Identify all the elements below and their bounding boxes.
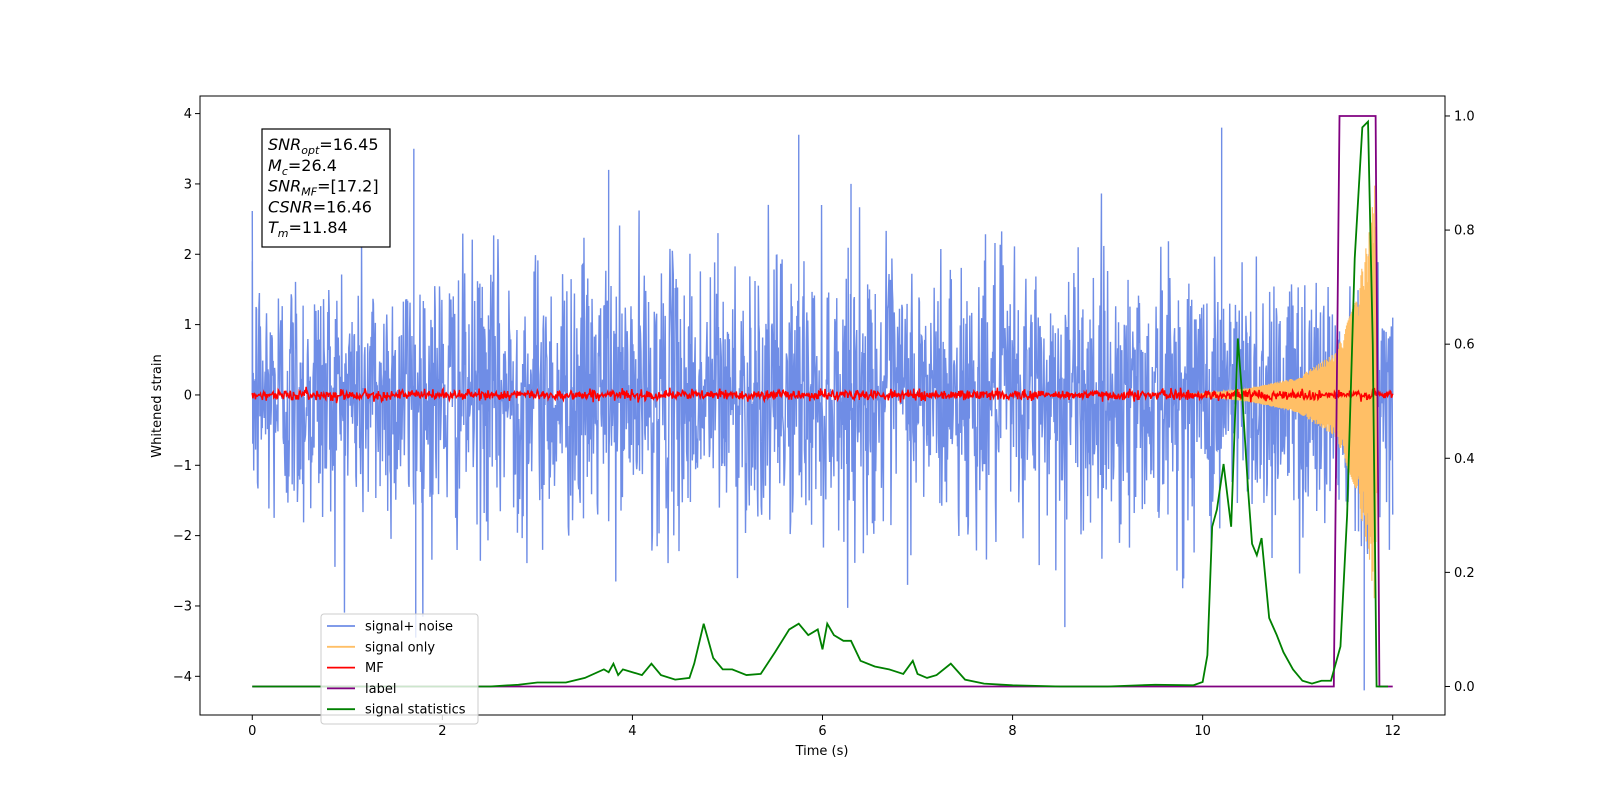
- x-axis-label: Time (s): [795, 744, 849, 759]
- series-signal-statistics-line: [252, 119, 1388, 688]
- legend-label: signal only: [365, 640, 435, 655]
- legend-label: MF: [365, 661, 384, 676]
- legend-frame: [320, 613, 479, 725]
- annotation-lines: SNRopt=16.45Mc=26.4SNRMF=[17.2]CSNR=16.4…: [268, 135, 379, 240]
- series-mf-line: [251, 386, 1394, 404]
- y2-tick-label: 0.8: [1454, 224, 1475, 239]
- y-tick-label: −3: [173, 599, 192, 614]
- x-tick-label: 8: [1008, 724, 1016, 739]
- legend-items: signal+ noise signal only MF label signal st…: [327, 620, 466, 718]
- legend-label: label: [365, 682, 396, 697]
- y2-tick-label: 0.0: [1454, 680, 1475, 695]
- annotation-line: Tm=11.84: [268, 218, 348, 240]
- y2-tick-label: 0.2: [1454, 566, 1475, 581]
- annotation-box: SNRopt=16.45Mc=26.4SNRMF=[17.2]CSNR=16.4…: [261, 128, 391, 248]
- legend-label: signal statistics: [365, 703, 466, 718]
- y-tick-label: −1: [173, 459, 192, 474]
- legend-label: signal+ noise: [365, 620, 453, 635]
- x-tick-label: 2: [438, 724, 446, 739]
- y-tick-label: 1: [184, 318, 192, 333]
- series-layer: [251, 115, 1394, 691]
- annotation-line: CSNR=16.46: [268, 197, 372, 216]
- y-tick-label: 2: [184, 248, 192, 263]
- y-tick-label: 0: [184, 388, 192, 403]
- x-tick-label: 4: [628, 724, 636, 739]
- annotation-line: SNRopt=16.45: [268, 135, 379, 157]
- x-tick-label: 6: [818, 724, 826, 739]
- legend: signal+ noise signal only MF label signal st…: [320, 613, 479, 725]
- y-tick-label: 4: [184, 107, 192, 122]
- annotation-line: Mc=26.4: [268, 156, 337, 178]
- y-axis-label: Whitened strain: [150, 354, 165, 457]
- x-tick-label: 10: [1194, 724, 1211, 739]
- y2-tick-label: 0.6: [1454, 338, 1475, 353]
- y-tick-label: −2: [173, 529, 192, 544]
- annotation-frame: [261, 128, 391, 248]
- y-tick-label: 3: [184, 177, 192, 192]
- y2-tick-label: 0.4: [1454, 452, 1475, 467]
- y-tick-label: −4: [173, 670, 192, 685]
- annotation-line: SNRMF=[17.2]: [268, 177, 379, 199]
- y2-tick-label: 1.0: [1454, 109, 1475, 124]
- x-tick-label: 0: [248, 724, 256, 739]
- x-tick-label: 12: [1384, 724, 1401, 739]
